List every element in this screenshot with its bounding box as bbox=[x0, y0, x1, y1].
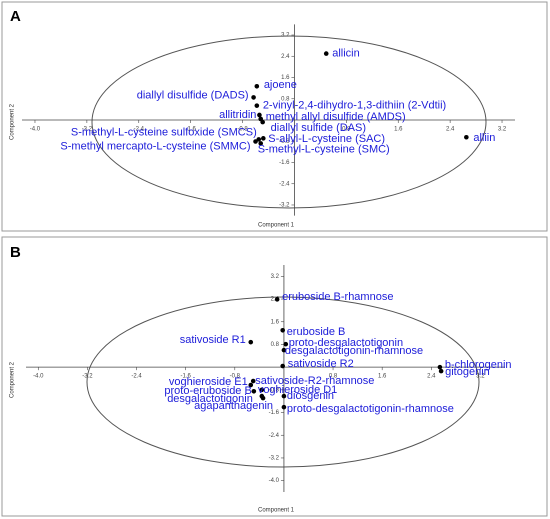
y-tick-label: 2.4 bbox=[281, 54, 290, 60]
y-tick-label: -3.2 bbox=[279, 203, 290, 209]
point-label: 2-vinyl-2,4-dihydro-1,3-dithiin (2-Vdtii… bbox=[263, 100, 446, 112]
point bbox=[251, 388, 257, 394]
point bbox=[251, 95, 256, 100]
y-tick-label: -1.6 bbox=[269, 410, 280, 416]
y-tick-label: -0.8 bbox=[269, 387, 280, 393]
point bbox=[250, 378, 256, 384]
point-label: voghieroside E1 bbox=[169, 376, 248, 388]
x-tick-label: 3.2 bbox=[498, 127, 507, 133]
panel-frame bbox=[1, 1, 548, 232]
point-label: b-chlorogenin bbox=[445, 359, 512, 371]
x-tick-label: 1.6 bbox=[378, 374, 387, 380]
point-label: alliin bbox=[473, 132, 495, 144]
x-tick-label: 1.6 bbox=[394, 127, 403, 133]
point-label: ajoene bbox=[264, 79, 297, 91]
point bbox=[248, 382, 254, 388]
point-label: sativoside-R2-rhamnose bbox=[255, 375, 374, 387]
y-tick-label: -2.4 bbox=[269, 433, 280, 439]
point-label: allitridin bbox=[219, 109, 256, 121]
point-label: desgalactotigonin-rhamnose bbox=[285, 345, 423, 357]
point-label: agapanthagenin bbox=[194, 400, 273, 412]
point bbox=[323, 51, 329, 56]
y-axis-label: Component 2 bbox=[10, 361, 16, 398]
point-label: desgalactotigonin bbox=[167, 393, 253, 405]
point bbox=[280, 363, 285, 369]
y-tick-label: -3.2 bbox=[269, 456, 280, 462]
point bbox=[248, 339, 254, 345]
y-tick-label: -2.4 bbox=[279, 181, 290, 187]
x-axis-label: Component 1 bbox=[258, 508, 295, 514]
point bbox=[257, 112, 262, 118]
y-tick-label: -4.0 bbox=[269, 478, 280, 484]
x-tick-label: -0.8 bbox=[237, 127, 248, 133]
x-tick-label: -3.2 bbox=[82, 127, 93, 133]
y-tick-label: 0.8 bbox=[271, 342, 280, 348]
point-label: gitogenin bbox=[445, 366, 490, 378]
point bbox=[259, 387, 265, 393]
x-tick-label: -1.6 bbox=[185, 127, 196, 133]
point-label: S-methyl-L-cysteine sulfoxide (SMCS) bbox=[71, 126, 257, 138]
point-label: sativoside R2 bbox=[288, 358, 354, 370]
point bbox=[253, 139, 258, 144]
point-label: eruboside B bbox=[287, 326, 346, 338]
point bbox=[254, 103, 260, 108]
point bbox=[260, 119, 265, 125]
point-label: proto-desgalactotigonin bbox=[289, 337, 403, 349]
point bbox=[260, 395, 266, 401]
y-tick-label: 0.8 bbox=[281, 96, 290, 102]
point-label: proto-eruboside B bbox=[164, 385, 251, 397]
point-label: diallyl disulfide (DADS) bbox=[137, 89, 249, 101]
x-axis-label: Component 1 bbox=[258, 223, 295, 229]
point-label: diosgenin bbox=[287, 390, 334, 402]
x-tick-label: 0.8 bbox=[329, 374, 338, 380]
point-label: S-methyl mercapto-L-cysteine (SMMC) bbox=[60, 140, 250, 152]
point bbox=[254, 83, 260, 89]
confidence-ellipse bbox=[86, 296, 480, 468]
point bbox=[274, 297, 280, 302]
x-tick-label: -3.2 bbox=[82, 374, 93, 380]
point bbox=[283, 341, 289, 347]
y-tick-label: -0.8 bbox=[279, 139, 290, 145]
point-label: methyl allyl disulfide (AMDS) bbox=[266, 111, 406, 123]
point bbox=[438, 368, 444, 374]
y-axis-label: Component 2 bbox=[10, 103, 16, 140]
x-tick-label: 3.2 bbox=[476, 374, 485, 380]
point-label: voghieroside D1 bbox=[258, 384, 338, 396]
y-tick-label: 3.2 bbox=[281, 33, 290, 39]
x-tick-label: -1.6 bbox=[180, 374, 191, 380]
point bbox=[281, 393, 287, 399]
y-tick-label: 3.2 bbox=[271, 274, 280, 280]
point bbox=[280, 327, 285, 333]
point-label: eruboside B-rhamnose bbox=[282, 291, 393, 303]
point bbox=[261, 136, 266, 141]
y-tick-label: 1.6 bbox=[281, 75, 290, 81]
point-label: S-allyl-L-cysteine (SAC) bbox=[268, 133, 385, 145]
point-label: S-methyl-L-cysteine (SMC) bbox=[258, 143, 390, 155]
x-tick-label: -4.0 bbox=[30, 127, 41, 133]
panel-frame bbox=[1, 236, 548, 517]
x-tick-label: 2.4 bbox=[446, 127, 455, 133]
panel-title: B bbox=[10, 244, 21, 261]
point-label: diallyl sulfide (DAS) bbox=[271, 122, 366, 134]
point bbox=[437, 364, 443, 370]
x-tick-label: -2.4 bbox=[134, 127, 145, 133]
point bbox=[258, 141, 264, 146]
point-label: allicin bbox=[332, 48, 360, 60]
confidence-ellipse bbox=[91, 35, 487, 209]
point bbox=[256, 137, 262, 142]
x-tick-label: -4.0 bbox=[33, 374, 44, 380]
point-label: proto-desgalactotigonin-rhamnose bbox=[287, 403, 454, 415]
panel-title: A bbox=[10, 8, 21, 25]
x-tick-label: -0.8 bbox=[230, 374, 241, 380]
x-tick-label: 0.8 bbox=[342, 127, 351, 133]
y-tick-label: -1.6 bbox=[279, 160, 290, 166]
y-tick-label: 1.6 bbox=[271, 319, 280, 325]
x-tick-label: -2.4 bbox=[131, 374, 142, 380]
point-label: sativoside R1 bbox=[180, 334, 246, 346]
x-tick-label: 2.4 bbox=[427, 374, 436, 380]
point bbox=[281, 347, 287, 353]
point bbox=[464, 134, 469, 140]
point bbox=[281, 404, 287, 410]
